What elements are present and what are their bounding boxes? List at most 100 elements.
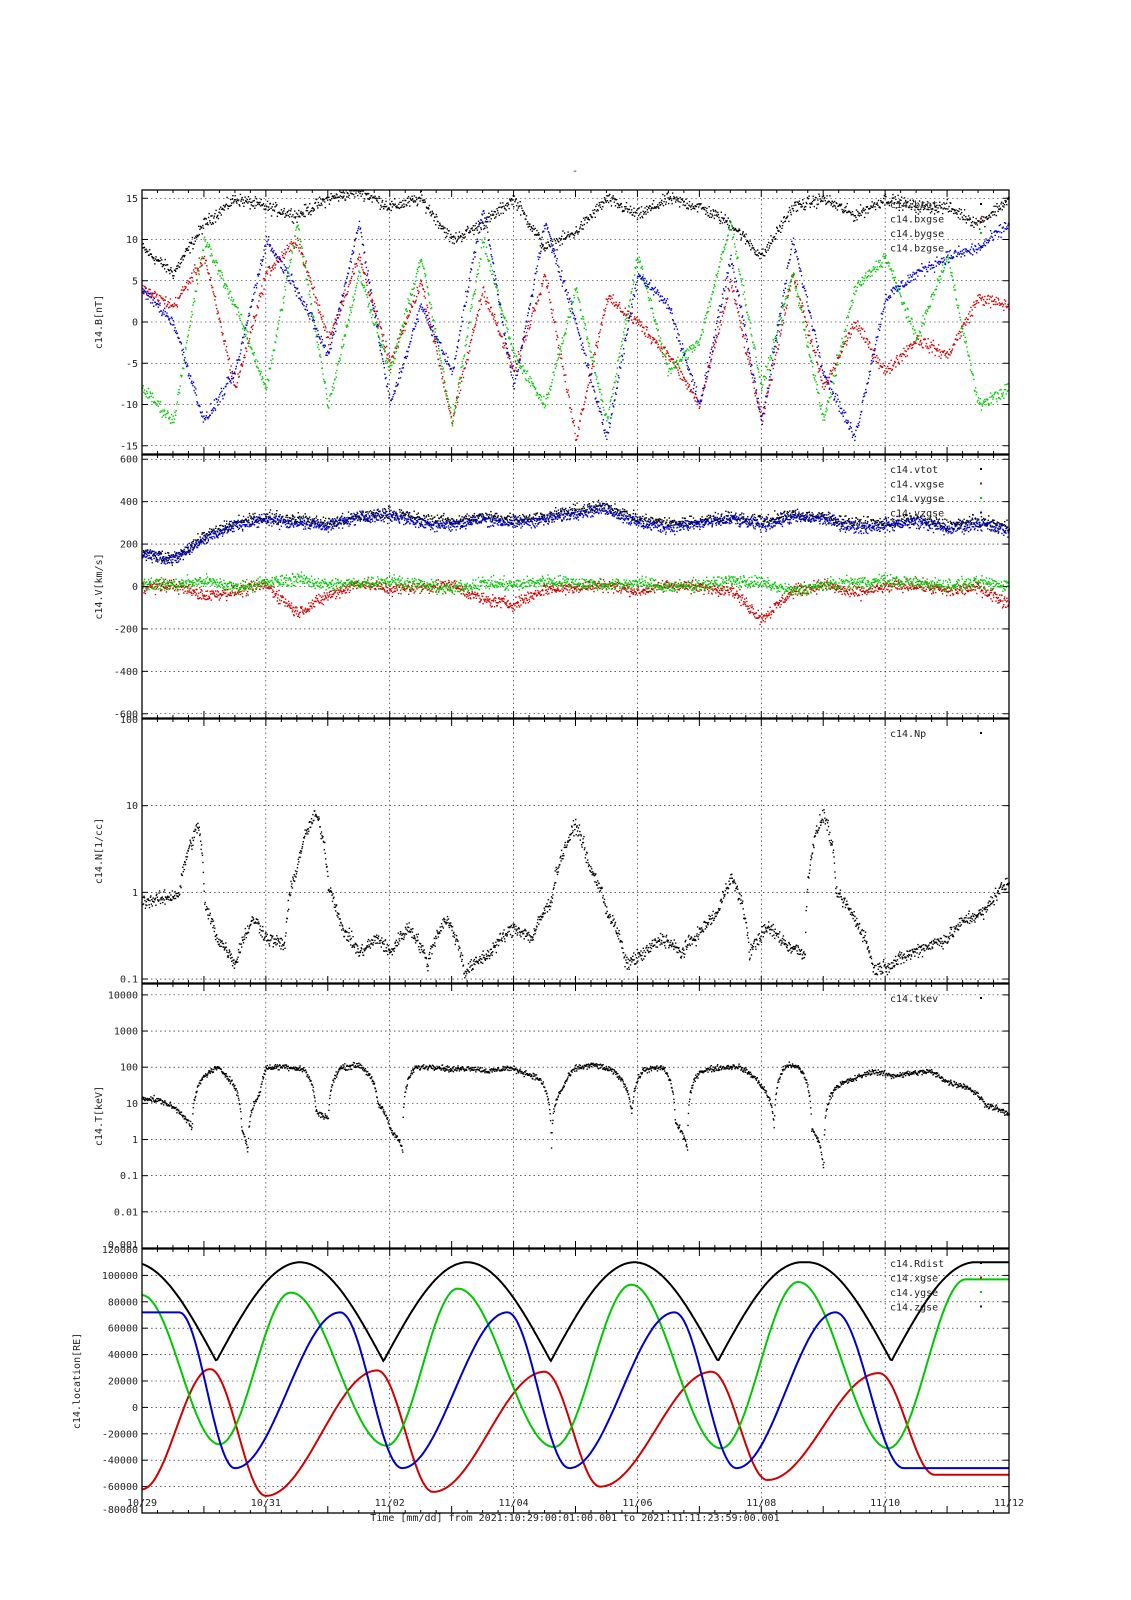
data-point (659, 348, 661, 350)
data-point (856, 286, 858, 289)
data-point (324, 201, 326, 203)
data-point (714, 285, 716, 288)
data-point (794, 201, 796, 203)
data-point (222, 286, 225, 288)
data-point (505, 209, 507, 211)
data-point (552, 309, 554, 311)
data-point (806, 346, 809, 348)
data-point (787, 290, 790, 293)
data-point (451, 235, 453, 238)
panel-1: -15-10-5051015c14.btotc14.bxgsec14.bygse… (94, 189, 1010, 455)
data-point (638, 207, 640, 209)
data-point (417, 266, 420, 269)
data-point (278, 257, 280, 260)
data-point (415, 295, 418, 298)
data-point (329, 343, 332, 346)
data-point (439, 354, 441, 356)
data-point (897, 290, 899, 293)
data-point (142, 291, 144, 293)
data-point (753, 344, 755, 346)
data-point (241, 365, 243, 368)
data-point (233, 371, 236, 373)
data-point (933, 344, 935, 347)
data-point (759, 411, 762, 413)
data-point (142, 288, 144, 290)
data-point (247, 315, 250, 317)
data-point (151, 294, 154, 296)
data-point (722, 217, 724, 220)
data-point (289, 259, 291, 262)
data-point (489, 310, 491, 313)
data-point (536, 391, 538, 394)
data-point (422, 199, 425, 201)
data-point (609, 193, 611, 196)
data-point (284, 269, 286, 271)
data-point (292, 214, 294, 216)
data-point (231, 198, 233, 200)
data-point (717, 211, 719, 214)
data-point (492, 278, 495, 280)
data-point (190, 241, 192, 243)
data-point (729, 222, 732, 224)
data-point (326, 331, 328, 333)
data-point (315, 327, 318, 330)
data-point (152, 401, 155, 404)
data-point (906, 316, 908, 319)
data-point (480, 247, 483, 249)
data-point (470, 339, 472, 342)
data-point (740, 322, 742, 324)
data-point (525, 339, 527, 341)
data-point (295, 287, 297, 289)
data-point (197, 268, 199, 270)
data-point (803, 328, 805, 331)
data-point (564, 238, 566, 240)
data-point (181, 257, 183, 259)
data-point (196, 234, 198, 237)
data-point (263, 205, 266, 207)
data-point (601, 201, 603, 203)
data-point (849, 336, 851, 339)
data-point (325, 387, 327, 390)
data-point (478, 308, 481, 311)
data-point (1006, 305, 1009, 308)
data-point (290, 274, 292, 276)
data-point (289, 213, 291, 216)
data-point (263, 249, 265, 251)
data-point (821, 196, 824, 198)
data-point (339, 310, 342, 312)
data-point (589, 356, 592, 359)
data-point (320, 316, 323, 319)
data-point (189, 375, 192, 377)
data-point (507, 357, 509, 359)
data-point (196, 283, 199, 285)
data-point (968, 355, 970, 358)
data-point (910, 203, 912, 205)
data-point (502, 313, 504, 315)
data-point (743, 284, 745, 287)
data-point (206, 223, 208, 225)
data-point (354, 263, 356, 265)
data-point (510, 364, 513, 366)
data-point (737, 311, 739, 314)
data-point (252, 315, 255, 318)
data-point (299, 216, 301, 218)
data-point (203, 417, 206, 420)
data-point (226, 377, 228, 379)
data-point (740, 328, 743, 330)
data-point (194, 237, 196, 239)
data-point (712, 209, 714, 211)
data-point (204, 262, 206, 264)
data-point (339, 195, 342, 197)
data-point (288, 216, 291, 218)
data-point (399, 201, 401, 204)
data-point (931, 351, 933, 353)
data-point (603, 197, 606, 199)
data-point (706, 312, 708, 314)
data-point (985, 216, 988, 218)
data-point (922, 201, 924, 204)
data-point (222, 278, 224, 280)
data-point (544, 405, 547, 407)
data-point (593, 212, 595, 215)
data-point (809, 202, 811, 205)
data-point (614, 381, 616, 384)
